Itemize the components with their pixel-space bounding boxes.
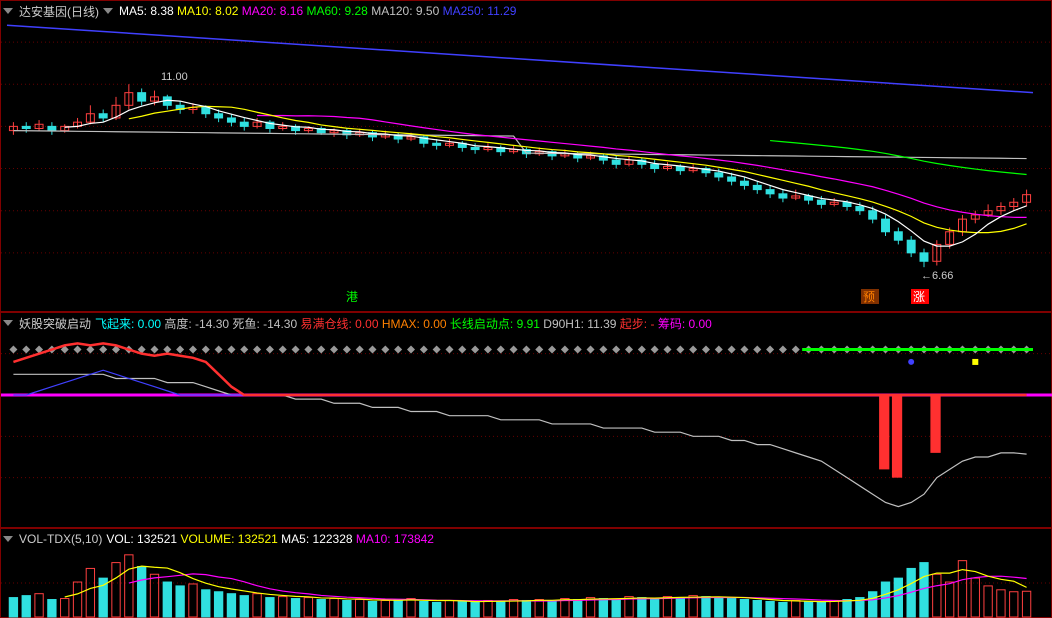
chevron-down-icon[interactable]: [3, 8, 13, 14]
ma-labels: MA5: 8.38 MA10: 8.02 MA20: 8.16 MA60: 9.…: [119, 4, 516, 18]
chevron-down-icon[interactable]: [3, 320, 13, 326]
chevron-down-icon[interactable]: [103, 8, 113, 14]
svg-text:←6.66: ←6.66: [921, 270, 953, 282]
stock-chart-root: 达安基因(日线) MA5: 8.38 MA10: 8.02 MA20: 8.16…: [0, 0, 1052, 618]
svg-text:预: 预: [863, 290, 875, 304]
volume-labels: VOL: 132521 VOLUME: 132521 MA5: 122328 M…: [106, 532, 434, 546]
chevron-down-icon[interactable]: [3, 536, 13, 542]
price-header: 达安基因(日线) MA5: 8.38 MA10: 8.02 MA20: 8.16…: [3, 3, 1049, 19]
svg-text:涨: 涨: [913, 289, 925, 304]
svg-text:港: 港: [346, 290, 358, 304]
indicator-labels: 飞起来: 0.00 高度: -14.30 死鱼: -14.30 易满仓线: 0.…: [95, 315, 712, 332]
indicator-header: 妖股突破启动 飞起来: 0.00 高度: -14.30 死鱼: -14.30 易…: [3, 315, 1049, 331]
price-panel[interactable]: 达安基因(日线) MA5: 8.38 MA10: 8.02 MA20: 8.16…: [0, 0, 1052, 312]
volume-header: VOL-TDX(5,10) VOL: 132521 VOLUME: 132521…: [3, 531, 1049, 547]
indicator-title: 妖股突破启动: [19, 315, 91, 332]
volume-panel[interactable]: VOL-TDX(5,10) VOL: 132521 VOLUME: 132521…: [0, 528, 1052, 618]
price-svg: 11.00 ←6.66 港 预 涨: [1, 1, 1052, 313]
indicator-svg: [1, 313, 1052, 529]
volume-title: VOL-TDX(5,10): [19, 532, 102, 546]
stock-title: 达安基因(日线): [19, 3, 99, 20]
indicator-panel[interactable]: 妖股突破启动 飞起来: 0.00 高度: -14.30 死鱼: -14.30 易…: [0, 312, 1052, 528]
svg-text:11.00: 11.00: [161, 71, 188, 83]
